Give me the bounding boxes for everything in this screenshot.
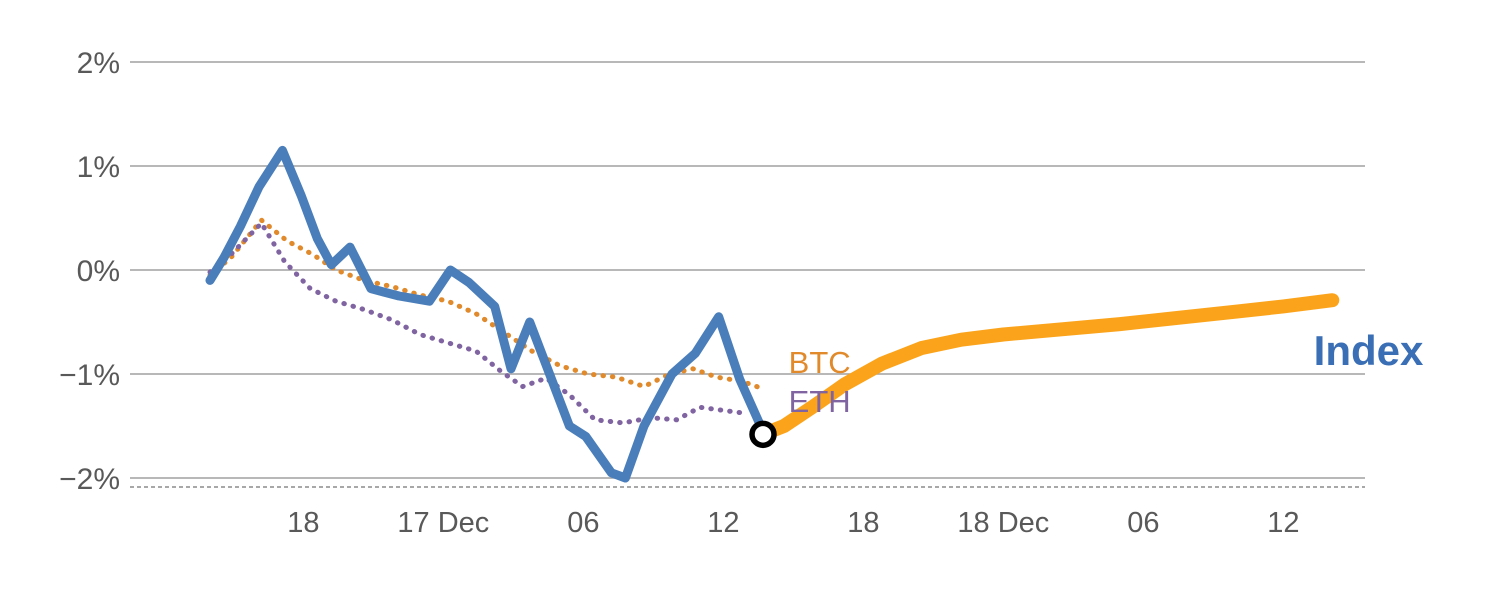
y-tick-label: 2%	[77, 47, 120, 80]
btc-series-label: BTC	[788, 344, 851, 380]
y-tick-label: −1%	[59, 359, 120, 392]
x-tick-label: 06	[1127, 507, 1159, 539]
series-line-index	[205, 145, 768, 483]
x-tick-label: 18	[287, 507, 319, 539]
x-tick-label: 17 Dec	[397, 507, 489, 539]
x-tick-label: 18 Dec	[957, 507, 1049, 539]
x-tick-label: 18	[847, 507, 879, 539]
eth-series-label: ETH	[788, 384, 851, 420]
index-series-label: Index	[1313, 327, 1424, 375]
y-tick-label: 0%	[77, 255, 120, 288]
series-line-index-projection	[756, 293, 1340, 442]
x-tick-label: 12	[707, 507, 739, 539]
current-point-marker	[749, 420, 777, 449]
x-tick-label: 12	[1267, 507, 1299, 539]
series-line-eth	[207, 220, 750, 426]
y-tick-label: −2%	[59, 463, 120, 496]
x-tick-label: 06	[567, 507, 599, 539]
y-tick-label: 1%	[77, 151, 120, 184]
